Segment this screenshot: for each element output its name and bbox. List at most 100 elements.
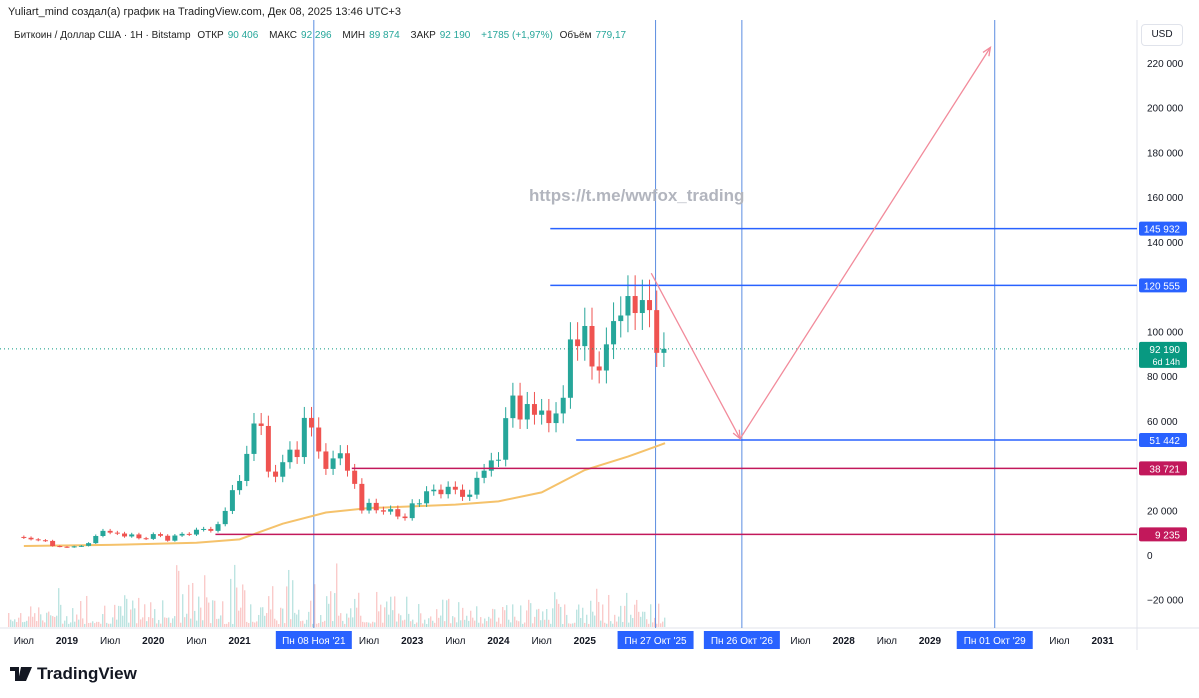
volume-bar (562, 623, 564, 627)
volume-bar (36, 621, 38, 627)
volume-bar (34, 613, 36, 627)
volume-bar (8, 612, 10, 627)
volume-bar (632, 618, 634, 627)
volume-bar (598, 601, 600, 627)
volume-bar (254, 622, 256, 627)
volume-bar (484, 618, 486, 627)
volume-bar (462, 607, 464, 627)
volume-bar (476, 606, 478, 627)
volume-bar (440, 615, 442, 627)
candle-body (603, 344, 609, 371)
volume-bar (634, 604, 636, 627)
volume-bar (556, 599, 558, 627)
volume-bar (574, 622, 576, 627)
volume-bar (130, 609, 132, 627)
volume-bar (538, 608, 540, 627)
volume-bar (102, 614, 104, 627)
volume-bar (128, 622, 130, 627)
candle-body (344, 453, 350, 471)
volume-bar (410, 621, 412, 627)
volume-bar (564, 604, 566, 627)
candle-body (445, 486, 451, 495)
volume-bar (196, 620, 198, 627)
volume-bar (162, 600, 164, 627)
volume-bar (302, 620, 304, 627)
x-tick-label: 2024 (487, 636, 510, 647)
volume-bar (390, 596, 392, 627)
level-label-bg (1139, 527, 1187, 542)
volume-bar (318, 623, 320, 627)
candle-body (488, 460, 494, 471)
volume-bar (468, 620, 470, 627)
high-label: МАКС (269, 30, 298, 41)
currency-button[interactable]: USD (1141, 24, 1183, 46)
volume-bar (384, 607, 386, 627)
volume-bar (602, 604, 604, 627)
volume-bar (466, 615, 468, 627)
volume-bar (192, 582, 194, 627)
volume-bar (568, 623, 570, 627)
volume-bar (138, 597, 140, 627)
volume-bar (62, 623, 64, 627)
volume-bar (414, 623, 416, 627)
level-label: 120 555 (1144, 281, 1181, 292)
volume-bar (472, 617, 474, 627)
volume-bar (190, 618, 192, 627)
high-value: 92 296 (301, 30, 332, 41)
tradingview-logo[interactable]: TradingView (10, 664, 137, 684)
volume-bar (362, 621, 364, 627)
volume-bar (372, 621, 374, 627)
volume-bar (202, 620, 204, 627)
candle-body (237, 480, 243, 491)
symbol-name[interactable]: Биткоин / Доллар США · 1H · Bitstamp (14, 30, 191, 41)
volume-bar (642, 611, 644, 627)
volume-bar (570, 623, 572, 627)
candle-countdown: 6d 14h (1152, 357, 1180, 367)
volume-bar (118, 605, 120, 627)
volume-bar (558, 603, 560, 627)
candle-body (172, 535, 178, 541)
volume-bar (54, 616, 56, 627)
volume-bar (552, 608, 554, 627)
y-tick-label: 200 000 (1147, 104, 1184, 115)
candle-body (50, 540, 56, 547)
volume-bar (528, 599, 530, 627)
volume-bar (304, 623, 306, 627)
x-tick-label: Июл (1049, 636, 1069, 647)
volume-bar (590, 600, 592, 627)
volume-bar (588, 623, 590, 627)
volume-bar (452, 616, 454, 627)
volume-bar (492, 608, 494, 627)
volume-bar (382, 622, 384, 627)
volume-bar (548, 619, 550, 627)
volume-bar (24, 621, 26, 627)
volume-bar (86, 595, 88, 627)
volume-bar (266, 612, 268, 627)
volume-bar (328, 603, 330, 627)
volume-bar (94, 623, 96, 627)
volume-bar (510, 622, 512, 627)
volume-bar (168, 617, 170, 627)
volume-bar (408, 613, 410, 627)
volume-bar (330, 591, 332, 627)
watermark: https://t.me/wwfox_trading (529, 186, 745, 205)
x-tick-label: Июл (359, 636, 379, 647)
candle-body (251, 423, 257, 454)
candle-body (510, 395, 516, 419)
volume-bar (566, 614, 568, 627)
y-tick-label: 140 000 (1147, 238, 1184, 249)
volume-bar (530, 603, 532, 627)
volume-bar (20, 613, 22, 627)
volume-bar (464, 619, 466, 627)
candle-body (632, 296, 638, 314)
volume-bar (30, 606, 32, 627)
brand-name: TradingView (37, 664, 137, 683)
candle-body (122, 533, 128, 537)
volume-bar (536, 609, 538, 627)
volume-bar (10, 619, 12, 627)
volume-bar (232, 623, 234, 627)
candle-body (208, 528, 214, 531)
volume-bar (220, 615, 222, 627)
volume-bar (522, 623, 524, 627)
